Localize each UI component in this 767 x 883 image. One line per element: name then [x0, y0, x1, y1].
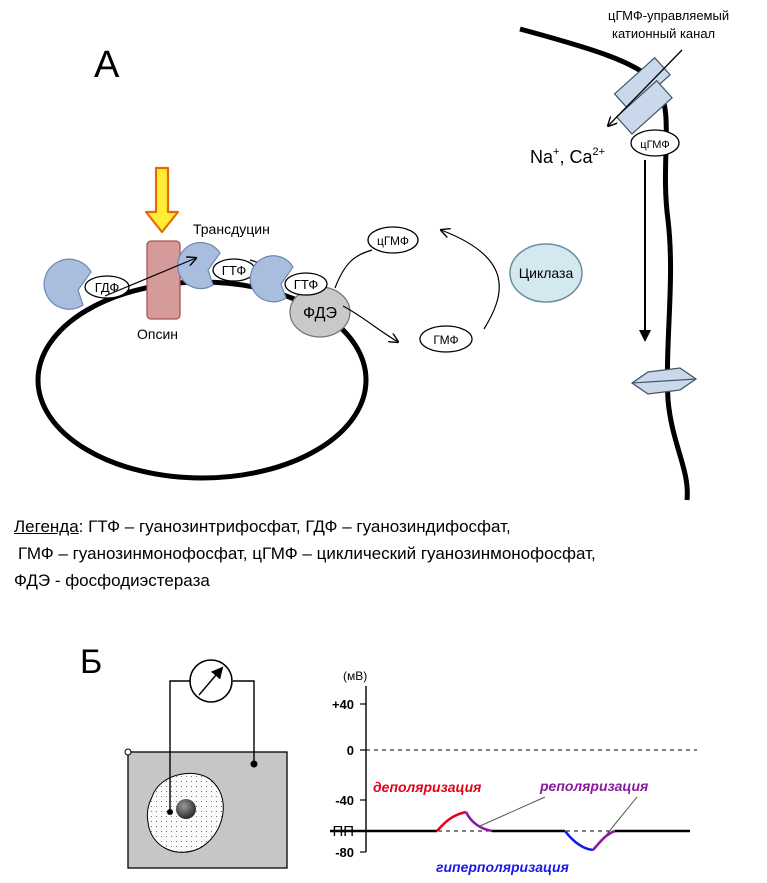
gdp-label: ГДФ: [95, 280, 120, 295]
gtp-label-1: ГТФ: [222, 263, 247, 278]
cyclase-enzyme: [509, 243, 583, 303]
ions-label: Na+, Ca2+: [530, 146, 605, 167]
hyperpolarization-trace: [563, 830, 594, 852]
pde-label: ФДЭ: [303, 305, 337, 322]
opsin-receptor: [146, 240, 181, 320]
panel-a-label: А: [94, 44, 120, 86]
cgmp-oval-1: [367, 226, 419, 254]
units-label: (мВ): [343, 669, 367, 683]
gtp-oval-2: [284, 272, 328, 296]
hyperpolarization-label: гиперполяризация: [436, 859, 569, 875]
gmp-label: ГМФ: [433, 333, 458, 347]
gtp-label-2: ГТФ: [294, 277, 319, 292]
membrane-channel-2-split: [631, 378, 697, 384]
cyclase-label: Циклаза: [519, 265, 574, 281]
hyperpol-recovery-trace: [592, 829, 616, 851]
channel-label-1: цГМФ-управляемый: [608, 8, 729, 23]
legend-line-1-text: : ГТФ – гуанозинтрифосфат, ГДФ – гуанози…: [78, 517, 511, 536]
transducin-gtp-shape-1: [177, 241, 221, 290]
repolarization-leader-2: [606, 796, 638, 835]
circuit-wire: [169, 680, 190, 812]
cgmp-oval-2: [630, 129, 680, 157]
legend-block: Легенда: ГТФ – гуанозинтрифосфат, ГДФ – …: [14, 513, 754, 594]
cgmp-gated-channel: [613, 56, 673, 135]
transducin-gdp-shape: [43, 258, 92, 310]
cell-nucleus: [176, 799, 196, 819]
tick-label-minus40: -40: [335, 793, 354, 808]
tick-label-0: 0: [347, 743, 354, 758]
plasma-membrane: [519, 26, 690, 501]
chamber-corner-dot: [124, 748, 132, 756]
panel-b: Б (мВ) +40 0 -40 ПП -80: [80, 643, 697, 875]
panel-a: А Опсин ГДФ ГТФ Трансдуцин ФДЭ ГТФ цГМФ …: [35, 8, 729, 501]
cyclase-synthesis-arrow: [441, 230, 500, 330]
ion-flow-arrow: [608, 49, 683, 126]
cgmp-label-1: цГМФ: [377, 234, 409, 248]
opsin-label: Опсин: [137, 326, 178, 342]
reference-electrode-tip: [250, 760, 258, 768]
repolarization-leader-1: [479, 796, 546, 827]
legend-line-1: Легенда: ГТФ – гуанозинтрифосфат, ГДФ – …: [14, 513, 754, 540]
recording-electrode-tip: [167, 809, 173, 815]
circuit-wire-2: [233, 680, 255, 762]
gmp-oval: [419, 325, 473, 353]
channel-label-2: катионный канал: [612, 26, 715, 41]
legend-line-2: ГМФ – гуанозинмонофосфат, цГМФ – цикличе…: [18, 544, 596, 563]
voltmeter-needle: [198, 666, 224, 696]
activation-arrow: [104, 258, 196, 297]
repolarization-label: реполяризация: [539, 778, 648, 794]
tick-label-minus80: -80: [335, 845, 354, 860]
cgmp-label-2: цГМФ: [640, 139, 669, 151]
pde-hydrolysis-arrow: [334, 249, 373, 289]
legend-line-3: ФДЭ - фосфодиэстераза: [14, 571, 210, 590]
light-arrow: [144, 166, 180, 234]
panel-b-label: Б: [80, 643, 102, 681]
repolarization-trace: [464, 811, 493, 833]
transducin-gtp-shape-2: [249, 255, 294, 303]
depolarization-trace: [436, 810, 467, 832]
cgmp-to-gmp-arrow: [342, 305, 398, 342]
tick-label-plus40: +40: [332, 697, 354, 712]
depolarization-label: деполяризация: [373, 779, 481, 795]
transducin-label: Трансдуцин: [193, 221, 270, 237]
legend-title: Легенда: [14, 517, 79, 536]
gdp-oval: [84, 275, 130, 299]
